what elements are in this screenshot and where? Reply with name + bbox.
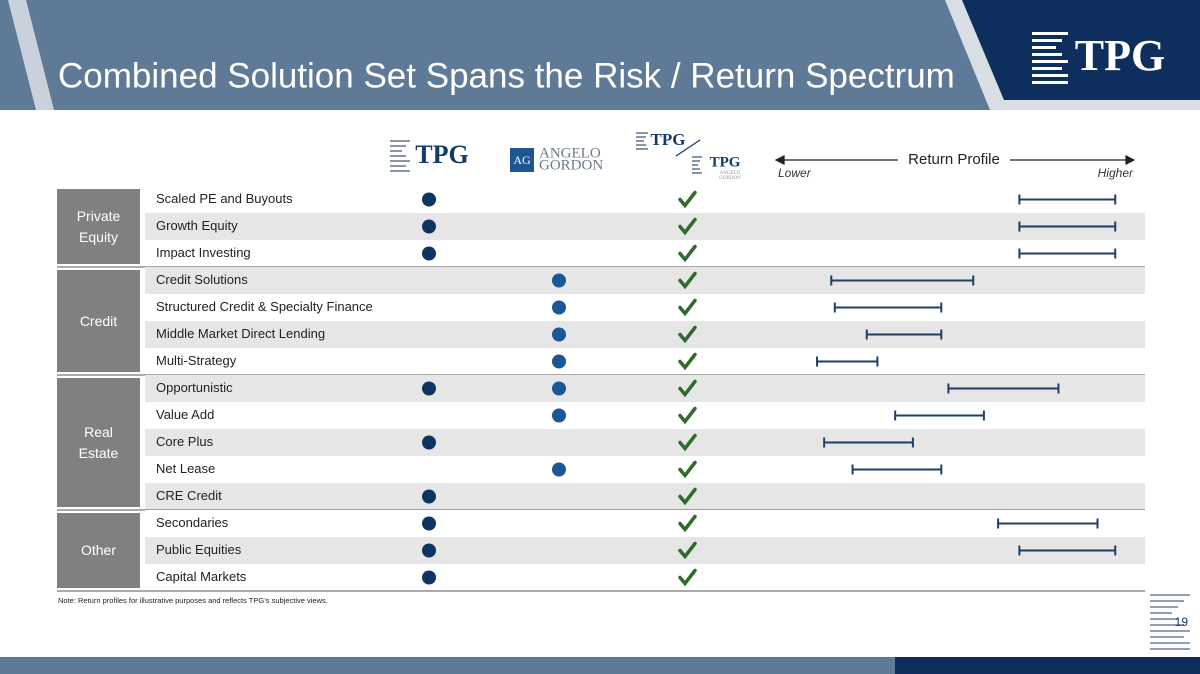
group-label: Private Equity <box>57 189 140 264</box>
combined-check <box>678 568 697 587</box>
combined-check <box>678 271 697 290</box>
ag-monogram: AG <box>513 153 531 167</box>
combined-check <box>678 244 697 263</box>
ag-dot <box>552 300 566 315</box>
table-row <box>145 267 1145 294</box>
table-row <box>145 213 1145 240</box>
table-row <box>145 456 1145 483</box>
combined-check <box>678 487 697 506</box>
row-label: Core Plus <box>156 434 214 449</box>
tpg-dot <box>422 543 436 558</box>
combined-check <box>678 298 697 317</box>
row-label: Credit Solutions <box>156 272 248 287</box>
group-name: Other <box>80 542 116 558</box>
tpg-dot <box>422 489 436 504</box>
table-row <box>145 321 1145 348</box>
row-label: Structured Credit & Specialty Finance <box>156 299 373 314</box>
return-low-label: Lower <box>778 166 812 180</box>
return-profile-label: Return Profile <box>908 151 1000 168</box>
group-label: Other <box>57 513 140 588</box>
return-profile-axis <box>774 155 1136 165</box>
table-body: Scaled PE and Buyouts Growth Equity Impact… <box>57 186 1145 592</box>
header-stripe <box>8 0 54 110</box>
ag-dot <box>552 408 566 423</box>
ag-name: GORDON <box>539 157 603 173</box>
group-name: Private Equity <box>76 207 121 245</box>
tpg-dot <box>422 516 436 531</box>
brand-name: TPG <box>1075 31 1165 80</box>
combined-check <box>678 541 697 560</box>
row-label: CRE Credit <box>156 488 222 503</box>
footer-band <box>895 657 1200 674</box>
combined-ag: ANGELO <box>720 171 741 176</box>
ag-dot <box>552 381 566 396</box>
table-row <box>145 537 1145 564</box>
combined-check <box>678 325 697 344</box>
row-label: Capital Markets <box>156 569 247 584</box>
table-row <box>145 483 1145 510</box>
row-label: Growth Equity <box>156 218 238 233</box>
combined-check <box>678 460 697 479</box>
footer-band <box>0 657 895 674</box>
ag-logo: AG ANGELO GORDON <box>510 145 603 173</box>
row-label: Value Add <box>156 407 214 422</box>
combined-check <box>678 406 697 425</box>
table-row <box>145 429 1145 456</box>
row-label: Net Lease <box>156 461 215 476</box>
table-row <box>145 564 1145 591</box>
table-row <box>145 510 1145 537</box>
tpg-dot <box>422 219 436 234</box>
tpg-logo: TPG <box>390 140 469 172</box>
table-row <box>145 240 1145 267</box>
tpg-logo-text: TPG <box>415 140 468 169</box>
row-label: Scaled PE and Buyouts <box>156 191 293 206</box>
tpg-dot <box>422 192 436 207</box>
ag-dot <box>552 273 566 288</box>
combined-tpg: TPG <box>710 154 741 170</box>
tpg-dot <box>422 435 436 450</box>
table-row <box>145 294 1145 321</box>
group-label: Real Estate <box>57 378 140 507</box>
brand-block <box>962 0 1200 100</box>
combined-ag: GORDON <box>719 176 741 181</box>
combined-check <box>678 217 697 236</box>
combined-check <box>678 514 697 533</box>
footnote: Note: Return profiles for illustrative p… <box>58 596 328 605</box>
table-row <box>145 186 1145 213</box>
table-row <box>145 402 1145 429</box>
combined-tpg: TPG <box>651 130 686 149</box>
row-label: Public Equities <box>156 542 242 557</box>
ag-dot <box>552 462 566 477</box>
ag-dot <box>552 327 566 342</box>
combined-logo: TPG TPG ANGELO GORDON <box>636 130 741 181</box>
ag-name: ANGELO <box>539 145 601 161</box>
tpg-dot <box>422 246 436 261</box>
row-label: Multi-Strategy <box>156 353 237 368</box>
slide-title: Combined Solution Set Spans the Risk / R… <box>58 56 955 95</box>
footer-mark <box>1150 594 1190 650</box>
tpg-dot <box>422 570 436 585</box>
row-label: Opportunistic <box>156 380 233 395</box>
table-row <box>145 348 1145 375</box>
group-label: Credit <box>57 270 140 372</box>
logo-slash <box>675 139 701 157</box>
row-label: Middle Market Direct Lending <box>156 326 325 341</box>
brand-mark <box>1032 32 1068 84</box>
combined-check <box>678 433 697 452</box>
combined-check <box>678 190 697 209</box>
page-number: 19 <box>1175 615 1189 629</box>
combined-check <box>678 352 697 371</box>
group-name: Real Estate <box>78 423 119 461</box>
return-high-label: Higher <box>1098 166 1134 180</box>
tpg-dot <box>422 381 436 396</box>
row-label: Impact Investing <box>156 245 251 260</box>
row-label: Secondaries <box>156 515 229 530</box>
combined-check <box>678 379 697 398</box>
ag-dot <box>552 354 566 369</box>
group-name: Credit <box>79 312 118 329</box>
